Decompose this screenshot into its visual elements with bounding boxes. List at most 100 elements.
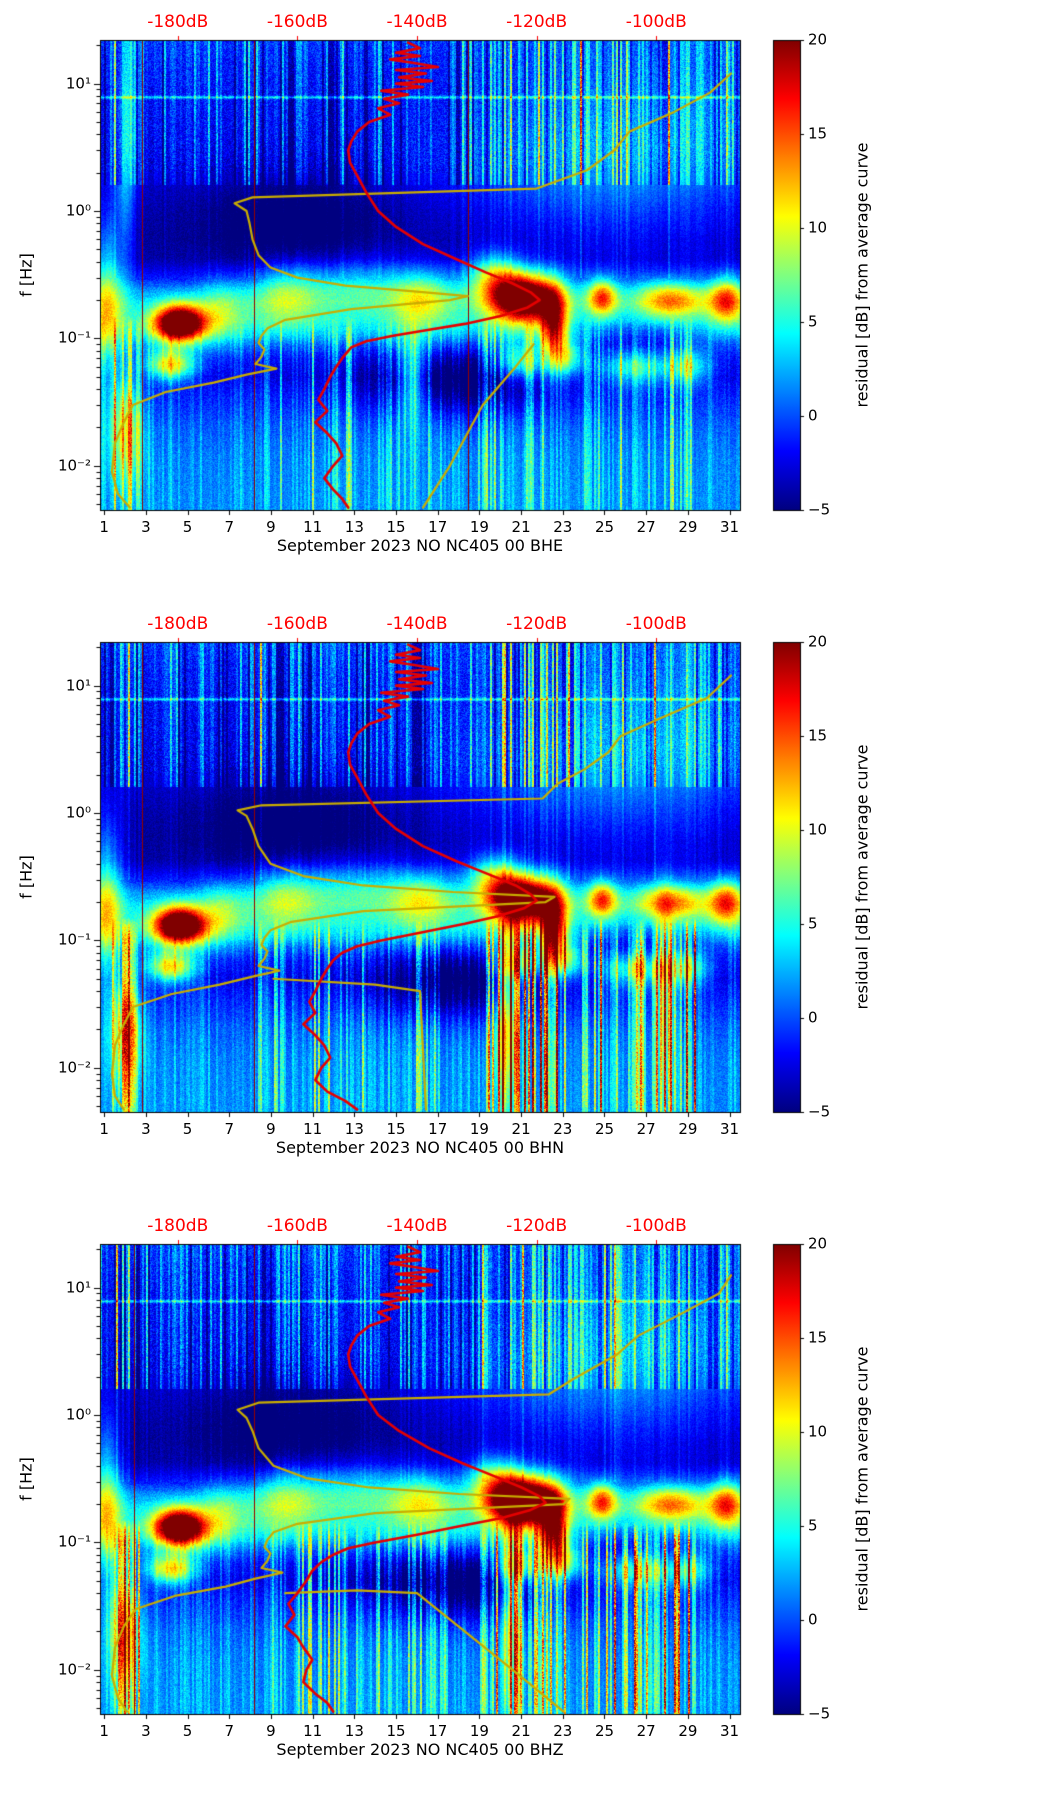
x-tick-label: 15 — [386, 1722, 406, 1740]
db-axis-label: -120dB — [506, 12, 568, 32]
y-tick-label: 10⁰ — [65, 803, 91, 822]
spectrogram-panel-bhz: f [Hz] September 2023 NO NC405 00 BHZ re… — [0, 1204, 1052, 1806]
x-tick-label: 9 — [266, 1722, 276, 1740]
db-axis-label: -180dB — [147, 614, 209, 634]
x-tick-label: 31 — [720, 1722, 740, 1740]
colorbar-tick-label: 5 — [808, 312, 818, 331]
db-axis-label: -120dB — [506, 1216, 568, 1236]
db-axis-label: -140dB — [386, 614, 448, 634]
colorbar-tick-label: −5 — [808, 1102, 831, 1121]
colorbar-tick-label: 15 — [808, 1328, 828, 1347]
x-tick-label: 15 — [386, 1120, 406, 1138]
x-tick-label: 17 — [428, 518, 448, 536]
y-axis-label: f [Hz] — [16, 253, 36, 297]
colorbar-tick-label: 20 — [808, 632, 828, 651]
db-axis-label: -180dB — [147, 12, 209, 32]
colorbar-tick-label: 0 — [808, 406, 818, 425]
colorbar-label: residual [dB] from average curve — [852, 1346, 872, 1612]
colorbar-tick-label: 20 — [808, 1234, 828, 1253]
x-tick-label: 19 — [469, 1722, 489, 1740]
x-tick-label: 5 — [182, 1722, 193, 1740]
y-tick-label: 10⁰ — [65, 201, 91, 220]
x-tick-label: 31 — [720, 518, 740, 536]
x-tick-label: 11 — [303, 1120, 323, 1138]
x-tick-label: 19 — [469, 1120, 489, 1138]
colorbar-tick-label: 0 — [808, 1610, 818, 1629]
y-tick-label: 10⁻¹ — [57, 1532, 91, 1551]
x-tick-label: 23 — [553, 1120, 573, 1138]
db-axis-label: -100dB — [625, 1216, 687, 1236]
spectrogram-canvas-bhe — [0, 0, 1052, 602]
colorbar-tick-label: 0 — [808, 1008, 818, 1027]
x-tick-label: 13 — [344, 518, 364, 536]
x-tick-label: 1 — [99, 518, 109, 536]
y-tick-label: 10⁻² — [57, 1058, 91, 1077]
colorbar-label: residual [dB] from average curve — [852, 142, 872, 408]
y-axis-label: f [Hz] — [16, 855, 36, 899]
colorbar-tick-label: −5 — [808, 1704, 831, 1723]
db-axis-label: -140dB — [386, 1216, 448, 1236]
x-tick-label: 21 — [511, 1120, 531, 1138]
db-axis-label: -120dB — [506, 614, 568, 634]
colorbar-tick-label: 5 — [808, 914, 818, 933]
colorbar-label: residual [dB] from average curve — [852, 744, 872, 1010]
x-tick-label: 25 — [594, 1722, 615, 1740]
x-tick-label: 5 — [182, 1120, 193, 1138]
x-tick-label: 25 — [594, 518, 615, 536]
x-tick-label: 9 — [266, 1120, 276, 1138]
db-axis-label: -160dB — [266, 12, 328, 32]
x-tick-label: 3 — [141, 1120, 151, 1138]
db-axis-label: -100dB — [625, 614, 687, 634]
x-tick-label: 11 — [303, 1722, 323, 1740]
panel-title-bhz: September 2023 NO NC405 00 BHZ — [276, 1740, 564, 1759]
x-tick-label: 13 — [344, 1722, 364, 1740]
spectrogram-canvas-bhn — [0, 602, 1052, 1204]
x-tick-label: 29 — [678, 518, 698, 536]
colorbar-tick-label: 15 — [808, 726, 828, 745]
x-tick-label: 7 — [224, 1722, 235, 1740]
x-tick-label: 3 — [141, 1722, 151, 1740]
x-tick-label: 15 — [386, 518, 406, 536]
colorbar-tick-label: 10 — [808, 1422, 828, 1441]
x-tick-label: 21 — [511, 1722, 531, 1740]
colorbar-tick-label: 10 — [808, 218, 828, 237]
x-tick-label: 5 — [182, 518, 193, 536]
x-tick-label: 17 — [428, 1120, 448, 1138]
panel-title-bhn: September 2023 NO NC405 00 BHN — [275, 1138, 565, 1157]
y-tick-label: 10¹ — [65, 676, 91, 695]
spectrogram-panel-bhe: f [Hz] September 2023 NO NC405 00 BHE re… — [0, 0, 1052, 602]
y-tick-label: 10¹ — [65, 74, 91, 93]
colorbar-tick-label: 5 — [808, 1516, 818, 1535]
y-tick-label: 10⁰ — [65, 1405, 91, 1424]
spectrogram-canvas-bhz — [0, 1204, 1052, 1806]
db-axis-label: -100dB — [625, 12, 687, 32]
x-tick-label: 1 — [99, 1722, 109, 1740]
db-axis-label: -180dB — [147, 1216, 209, 1236]
x-tick-label: 27 — [636, 1722, 656, 1740]
x-tick-label: 13 — [344, 1120, 364, 1138]
y-tick-label: 10⁻² — [57, 1660, 91, 1679]
y-tick-label: 10¹ — [65, 1278, 91, 1297]
db-axis-label: -160dB — [266, 1216, 328, 1236]
db-axis-label: -140dB — [386, 12, 448, 32]
x-tick-label: 21 — [511, 518, 531, 536]
y-tick-label: 10⁻¹ — [57, 930, 91, 949]
x-tick-label: 3 — [141, 518, 151, 536]
colorbar-tick-label: 20 — [808, 30, 828, 49]
x-tick-label: 27 — [636, 518, 656, 536]
x-tick-label: 23 — [553, 1722, 573, 1740]
db-axis-label: -160dB — [266, 614, 328, 634]
x-tick-label: 11 — [303, 518, 323, 536]
x-tick-label: 29 — [678, 1722, 698, 1740]
y-tick-label: 10⁻¹ — [57, 328, 91, 347]
x-tick-label: 19 — [469, 518, 489, 536]
x-tick-label: 31 — [720, 1120, 740, 1138]
x-tick-label: 29 — [678, 1120, 698, 1138]
x-tick-label: 17 — [428, 1722, 448, 1740]
y-tick-label: 10⁻² — [57, 456, 91, 475]
x-tick-label: 23 — [553, 518, 573, 536]
colorbar-tick-label: −5 — [808, 500, 831, 519]
y-axis-label: f [Hz] — [16, 1457, 36, 1501]
panel-title-bhe: September 2023 NO NC405 00 BHE — [276, 536, 564, 555]
x-tick-label: 25 — [594, 1120, 615, 1138]
